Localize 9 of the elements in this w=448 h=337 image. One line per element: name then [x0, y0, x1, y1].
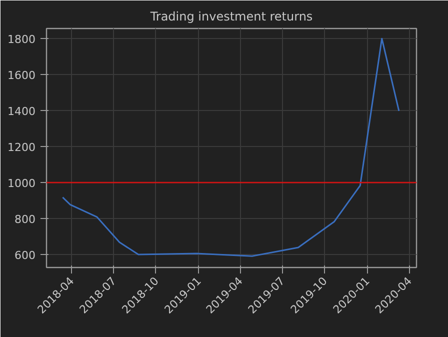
y-tick-label: 1800: [8, 33, 36, 46]
y-tick-label: 800: [14, 213, 36, 226]
y-tick-label: 1400: [8, 105, 36, 118]
y-tick-label: 1000: [8, 177, 36, 190]
y-tick-label: 1600: [8, 69, 36, 82]
chart-title: Trading investment returns: [149, 10, 313, 24]
line-series: [62, 38, 400, 257]
y-tick-label: 1200: [8, 141, 36, 154]
y-tick-label: 600: [14, 249, 36, 262]
